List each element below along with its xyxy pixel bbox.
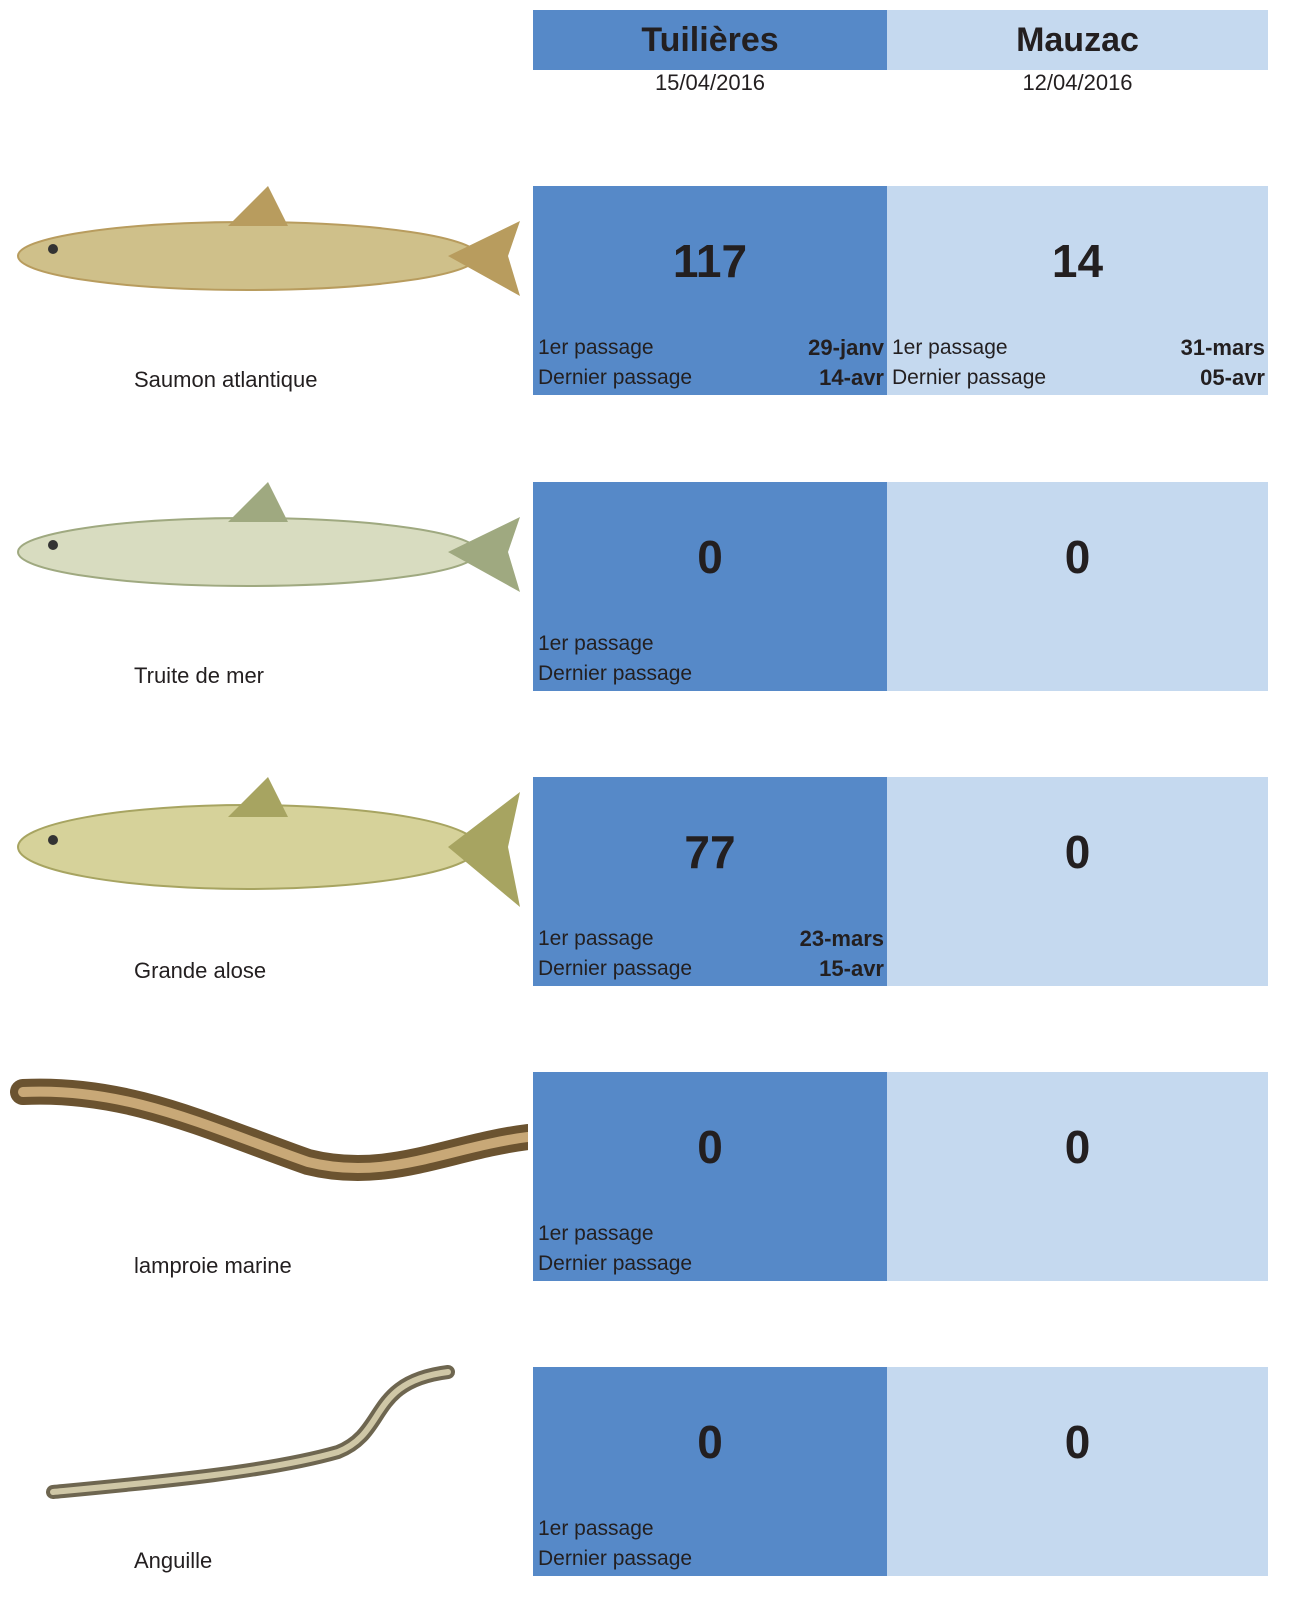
label-first-passage: 1er passage	[538, 1222, 654, 1246]
count-value: 0	[887, 825, 1268, 879]
label-first-passage: 1er passage	[538, 927, 654, 951]
count-value: 0	[887, 1415, 1268, 1469]
count-value: 0	[533, 1120, 887, 1174]
species-name: Anguille	[134, 1548, 212, 1574]
label-first-passage: 1er passage	[538, 632, 654, 656]
label-last-passage: Dernier passage	[538, 366, 692, 390]
station-date: 15/04/2016	[533, 70, 887, 96]
count-cell: 14 1er passage Dernier passage 31-mars 05-av…	[887, 186, 1268, 395]
station-name: Mauzac	[887, 10, 1268, 70]
count-value: 0	[533, 1415, 887, 1469]
station-name: Tuilières	[533, 10, 887, 70]
label-last-passage: Dernier passage	[538, 1547, 692, 1571]
count-cell: 0	[887, 1367, 1268, 1576]
last-passage-date: 05-avr	[1196, 365, 1265, 391]
species-name: Grande alose	[134, 958, 266, 984]
count-cell: 0 1er passage Dernier passage	[533, 1367, 887, 1576]
count-value: 77	[533, 825, 887, 879]
label-first-passage: 1er passage	[892, 336, 1008, 360]
count-value: 0	[533, 530, 887, 584]
label-last-passage: Dernier passage	[538, 662, 692, 686]
first-passage-date: 23-mars	[796, 926, 884, 952]
count-cell: 0 1er passage Dernier passage	[533, 482, 887, 691]
fish-illustration	[8, 477, 528, 627]
label-last-passage: Dernier passage	[538, 957, 692, 981]
species-name: Truite de mer	[134, 663, 264, 689]
last-passage-date: 14-avr	[815, 365, 884, 391]
count-cell: 0	[887, 482, 1268, 691]
count-cell: 0	[887, 1072, 1268, 1281]
label-last-passage: Dernier passage	[538, 1252, 692, 1276]
count-cell: 0 1er passage Dernier passage	[533, 1072, 887, 1281]
species-name: lamproie marine	[134, 1253, 292, 1279]
label-first-passage: 1er passage	[538, 1517, 654, 1541]
first-passage-date: 31-mars	[1177, 335, 1265, 361]
label-last-passage: Dernier passage	[892, 366, 1046, 390]
count-value: 0	[887, 1120, 1268, 1174]
last-passage-date: 15-avr	[815, 956, 884, 982]
fish-illustration	[8, 1067, 528, 1217]
fish-illustration	[8, 772, 528, 922]
label-first-passage: 1er passage	[538, 336, 654, 360]
count-cell: 117 1er passage Dernier passage 29-janv 14-a…	[533, 186, 887, 395]
fish-illustration	[8, 181, 528, 331]
count-cell: 0	[887, 777, 1268, 986]
first-passage-date: 29-janv	[804, 335, 884, 361]
count-value: 14	[887, 234, 1268, 288]
count-cell: 77 1er passage Dernier passage 23-mars 15-av…	[533, 777, 887, 986]
fish-illustration	[8, 1362, 528, 1512]
count-value: 0	[887, 530, 1268, 584]
species-name: Saumon atlantique	[134, 367, 317, 393]
page: Tuilières15/04/2016Mauzac12/04/2016 Saumo…	[0, 0, 1313, 1624]
count-value: 117	[533, 234, 887, 288]
station-date: 12/04/2016	[887, 70, 1268, 96]
